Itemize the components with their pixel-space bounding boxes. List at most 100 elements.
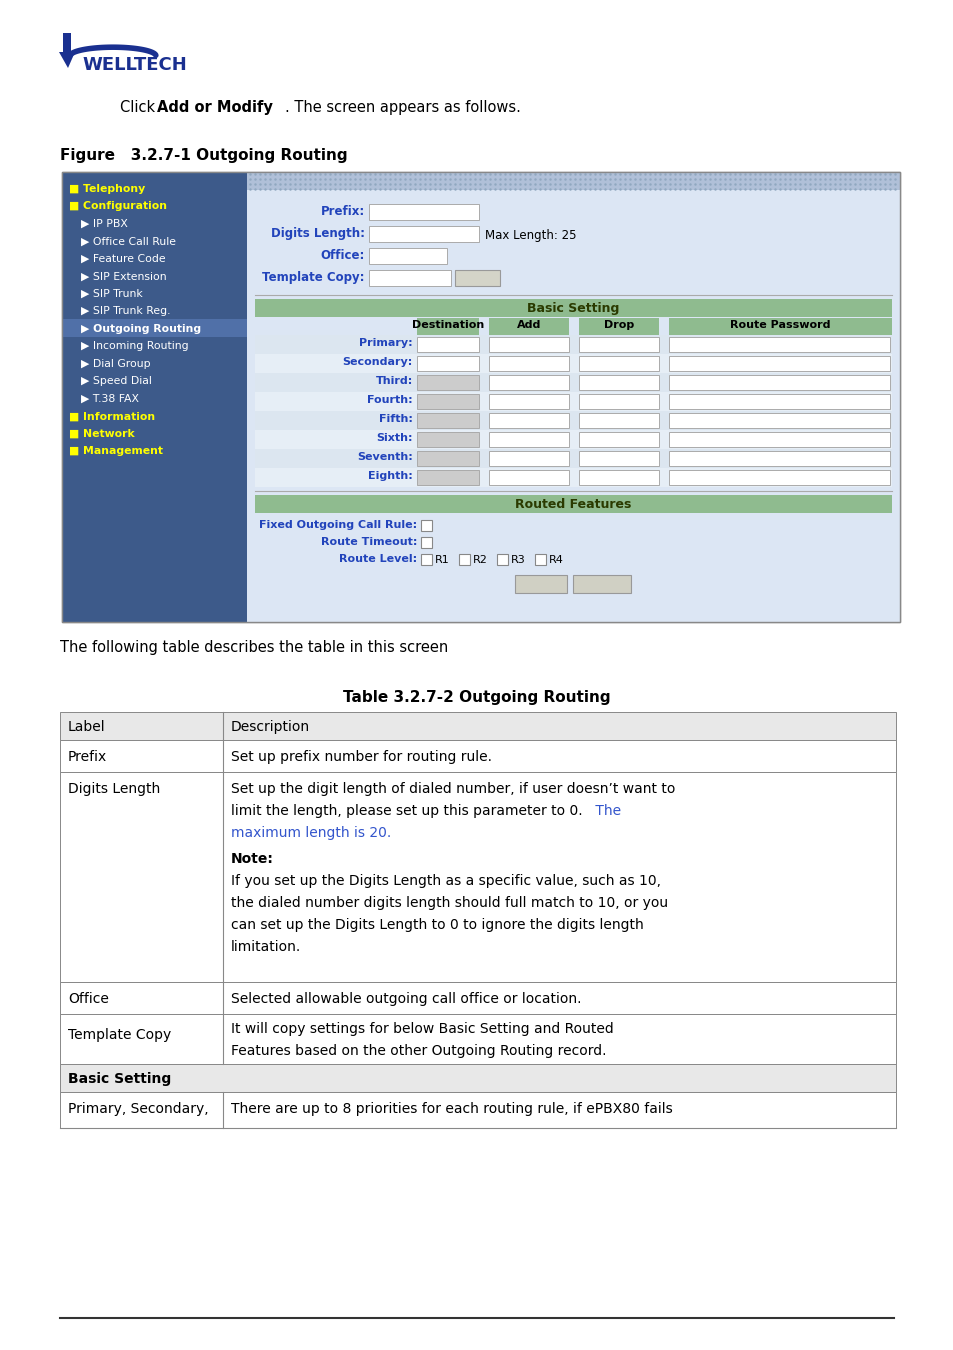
Text: The following table describes the table in this screen: The following table describes the table … <box>60 640 448 655</box>
Text: ▶ Speed Dial: ▶ Speed Dial <box>81 377 152 386</box>
Bar <box>578 375 659 390</box>
Text: limitation.: limitation. <box>231 940 301 954</box>
Bar <box>578 413 659 428</box>
Text: ■ Network: ■ Network <box>69 429 134 439</box>
Text: Office 1 ⌄: Office 1 ⌄ <box>372 250 424 261</box>
Text: Max Length: 25: Max Length: 25 <box>484 230 576 242</box>
Text: WELLTECH: WELLTECH <box>82 55 187 74</box>
Bar <box>60 740 895 772</box>
Bar <box>668 338 889 352</box>
Bar <box>60 981 895 1014</box>
Text: Route Level:: Route Level: <box>338 554 416 564</box>
Bar <box>489 356 568 371</box>
Text: R1: R1 <box>435 555 449 566</box>
Bar <box>62 171 899 622</box>
Text: Digits Length: Digits Length <box>68 782 160 796</box>
Text: Copy: Copy <box>461 271 492 285</box>
Text: ■ Telephony: ■ Telephony <box>69 184 145 194</box>
Text: Eighth:: Eighth: <box>368 471 413 481</box>
Bar <box>578 338 659 352</box>
Bar <box>416 451 478 466</box>
Text: Basic Setting: Basic Setting <box>68 1072 172 1085</box>
Bar <box>420 520 432 531</box>
Text: Template Copy:: Template Copy: <box>262 271 365 284</box>
Text: Label: Label <box>68 720 106 734</box>
Text: Add: Add <box>517 320 540 329</box>
Bar <box>254 495 891 513</box>
Bar <box>489 375 568 390</box>
Bar <box>497 554 507 566</box>
Text: 0: 0 <box>373 228 379 238</box>
Bar <box>60 711 895 740</box>
Text: Figure   3.2.7-1 Outgoing Routing: Figure 3.2.7-1 Outgoing Routing <box>60 148 347 163</box>
Text: Prefix: Prefix <box>68 751 107 764</box>
Bar <box>416 413 478 428</box>
Text: none ⌄: none ⌄ <box>419 454 457 463</box>
Text: ▶ SIP Extension: ▶ SIP Extension <box>81 271 167 281</box>
Text: ■ Configuration: ■ Configuration <box>69 201 167 211</box>
Bar <box>578 432 659 447</box>
Text: Office: Office <box>68 992 109 1006</box>
Text: ▶ Outgoing Routing: ▶ Outgoing Routing <box>81 324 201 333</box>
Bar <box>420 554 432 566</box>
Text: Features based on the other Outgoing Routing record.: Features based on the other Outgoing Rou… <box>231 1044 606 1058</box>
Bar <box>578 470 659 485</box>
Bar <box>60 1064 895 1092</box>
Bar <box>668 413 889 428</box>
Bar <box>489 413 568 428</box>
Bar <box>254 410 891 431</box>
Text: Routed Features: Routed Features <box>515 498 631 512</box>
Text: the dialed number digits length should full match to 10, or you: the dialed number digits length should f… <box>231 896 667 910</box>
Text: Third:: Third: <box>375 377 413 386</box>
Text: none ⌄: none ⌄ <box>372 271 410 282</box>
Text: Fifth:: Fifth: <box>378 414 413 424</box>
Bar <box>60 1014 895 1064</box>
Bar <box>489 394 568 409</box>
Bar <box>489 470 568 485</box>
Text: It will copy settings for below Basic Setting and Routed: It will copy settings for below Basic Se… <box>231 1022 613 1035</box>
Bar <box>489 432 568 447</box>
Bar <box>254 450 891 468</box>
Text: ■ Information: ■ Information <box>69 412 155 421</box>
Text: Cancel: Cancel <box>580 576 622 590</box>
Text: Add or Modify: Add or Modify <box>157 100 273 115</box>
Polygon shape <box>59 32 75 68</box>
Text: Fourth:: Fourth: <box>367 396 413 405</box>
Text: ▶ Dial Group: ▶ Dial Group <box>81 359 151 369</box>
Bar <box>416 470 478 485</box>
Text: ■ Management: ■ Management <box>69 447 163 456</box>
Bar <box>254 392 891 410</box>
Bar <box>416 432 478 447</box>
Text: ▶ Incoming Routing: ▶ Incoming Routing <box>81 342 189 351</box>
Bar <box>416 338 478 352</box>
Text: ▶ Feature Code: ▶ Feature Code <box>81 254 166 263</box>
Text: There are up to 8 priorities for each routing rule, if ePBX80 fails: There are up to 8 priorities for each ro… <box>231 1102 672 1116</box>
Bar <box>668 451 889 466</box>
Text: The: The <box>590 805 620 818</box>
Bar <box>60 1092 895 1129</box>
Bar <box>62 171 899 622</box>
Text: Destination: Destination <box>412 320 483 329</box>
Text: Template Copy: Template Copy <box>68 1027 172 1042</box>
Bar <box>573 575 630 593</box>
Text: Description: Description <box>231 720 310 734</box>
Text: limit the length, please set up this parameter to 0.: limit the length, please set up this par… <box>231 805 582 818</box>
Text: can set up the Digits Length to 0 to ignore the digits length: can set up the Digits Length to 0 to ign… <box>231 918 643 932</box>
Bar <box>668 356 889 371</box>
Text: Primary:: Primary: <box>359 338 413 348</box>
Text: Secondary:: Secondary: <box>342 356 413 367</box>
Text: none ⌄: none ⌄ <box>419 377 457 387</box>
Bar <box>369 248 447 265</box>
Bar <box>416 375 478 390</box>
Text: R2: R2 <box>473 555 487 566</box>
Text: Selected allowable outgoing call office or location.: Selected allowable outgoing call office … <box>231 992 581 1006</box>
Text: ▶ T.38 FAX: ▶ T.38 FAX <box>81 394 139 404</box>
Bar <box>416 356 478 371</box>
Bar <box>458 554 470 566</box>
Bar <box>535 554 545 566</box>
Text: maximum length is 20.: maximum length is 20. <box>231 826 391 840</box>
Bar <box>254 431 891 450</box>
Bar <box>62 319 247 336</box>
Bar <box>489 451 568 466</box>
Bar <box>62 171 247 622</box>
